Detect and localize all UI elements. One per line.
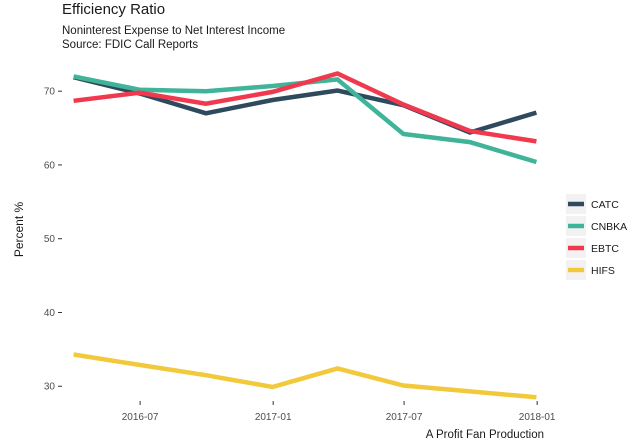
legend: CATC CNBKA EBTC HIFS (566, 194, 627, 280)
subtitle-line-2: Source: FDIC Call Reports (62, 39, 199, 51)
y-tick-label: 70 (44, 87, 56, 98)
y-tick-label: 50 (44, 234, 56, 245)
x-tick-label: 2017-07 (386, 412, 423, 423)
chart-title: Efficiency Ratio (62, 1, 166, 18)
x-tick-label: 2016-07 (122, 412, 159, 423)
legend-label-cnbka: CNBKA (591, 221, 627, 233)
series-line-cnbka (73, 74, 538, 165)
y-tick-label: 30 (44, 382, 56, 393)
subtitle-line-1: Noninterest Expense to Net Interest Inco… (62, 25, 286, 37)
chart-subtitle: Noninterest Expense to Net Interest Inco… (62, 24, 285, 52)
series-line-hifs (73, 352, 537, 400)
series-lines (73, 71, 538, 400)
axes: 30 40 50 60 70 2016-07 2017-01 2017-07 2018-01 Pe… (12, 87, 556, 423)
x-tick-label: 2018-01 (519, 412, 556, 423)
series-line-ebtc (73, 71, 537, 144)
y-tick-label: 60 (44, 160, 56, 171)
y-tick-label: 40 (44, 308, 56, 319)
legend-label-hifs: HIFS (591, 265, 615, 277)
y-axis-label: Percent % (12, 201, 26, 257)
series-line-catc (73, 75, 538, 135)
legend-label-catc: CATC (591, 199, 619, 211)
x-tick-label: 2017-01 (255, 412, 292, 423)
legend-label-ebtc: EBTC (591, 243, 619, 255)
chart-caption: A Profit Fan Production (425, 429, 544, 441)
